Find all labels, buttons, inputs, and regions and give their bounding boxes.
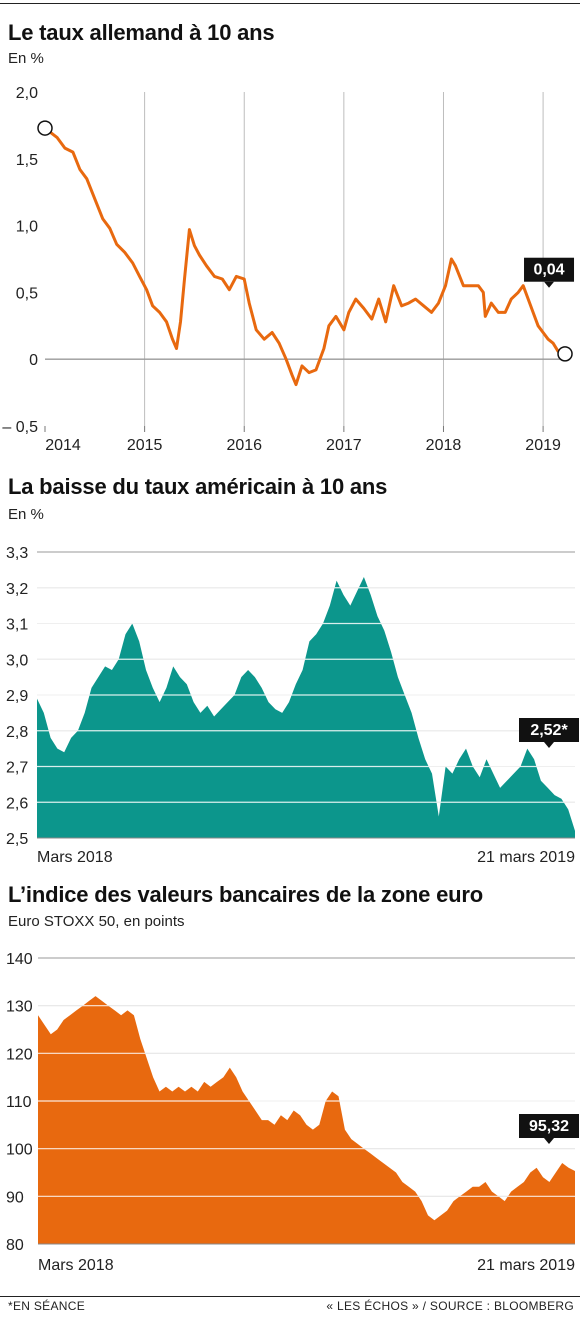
footer-rule	[0, 1296, 580, 1297]
y-tick-label: 1,5	[16, 152, 38, 169]
end-marker	[557, 346, 573, 362]
bank-y-tick-label: 120	[6, 1046, 33, 1063]
bank-area	[38, 996, 575, 1244]
german-yield-line	[44, 126, 564, 387]
x-tick-label: 2016	[226, 437, 262, 454]
start-marker	[37, 120, 53, 136]
us-callout-label: 2,52*	[530, 722, 568, 739]
us-y-tick-label: 3,3	[6, 545, 28, 562]
us-callout-pointer	[544, 742, 554, 748]
chart2-title: La baisse du taux américain à 10 ans	[8, 474, 388, 499]
german-callout-box	[524, 257, 575, 282]
bank-y-tick-label: 130	[6, 999, 33, 1016]
chart1-title: Le taux allemand à 10 ans	[8, 20, 275, 45]
footer-source: « LES ÉCHOS » / SOURCE : BLOOMBERG	[326, 1299, 574, 1313]
y-tick-label: 0	[29, 352, 38, 369]
us-y-tick-label: 3,1	[6, 617, 28, 634]
german-yield-chart: 2014 2015 2016 2017 2018 2019 2,0 1,5 1,0 0,5 0 – 0…	[2, 85, 575, 454]
us-y-tick-label: 2,6	[6, 795, 28, 812]
top-rule	[0, 3, 580, 4]
y-tick-label: 2,0	[16, 85, 38, 102]
bank-y-tick-label: 90	[6, 1189, 24, 1206]
x-tick-label: 2015	[127, 437, 163, 454]
bank-y-tick-label: 100	[6, 1142, 33, 1159]
chart3-title: L’indice des valeurs bancaires de la zon…	[8, 882, 483, 907]
bank-callout-pointer	[544, 1138, 554, 1144]
us-y-tick-label: 3,2	[6, 581, 28, 598]
y-tick-label: 0,5	[16, 285, 38, 302]
us-y-tick-label: 3,0	[6, 652, 28, 669]
bank-x-start-label: Mars 2018	[38, 1257, 114, 1274]
us-yield-chart: 3,3 3,2 3,1 3,0 2,9 2,8 2,7 2,6 2,5 Mars 2018 21 m…	[6, 545, 579, 866]
bank-index-chart: 140 130 120 110 100 90 80 Mars 2018 21 mars 2019…	[6, 951, 579, 1274]
bank-callout-label: 95,32	[529, 1118, 569, 1135]
us-callout-box	[519, 718, 579, 742]
us-y-tick-label: 2,5	[6, 831, 28, 848]
bank-y-tick-label: 110	[6, 1094, 32, 1111]
x-tick-label: 2018	[426, 437, 462, 454]
y-tick-label: – 0,5	[2, 419, 38, 436]
y-tick-label: 1,0	[16, 219, 38, 236]
us-area	[37, 577, 575, 838]
chart1-subtitle: En %	[8, 50, 44, 67]
us-y-tick-label: 2,7	[6, 760, 28, 777]
bank-y-tick-label: 140	[6, 951, 33, 968]
german-callout-label: 0,04	[533, 262, 564, 279]
chart2-subtitle: En %	[8, 506, 44, 523]
bank-y-tick-label: 80	[6, 1237, 24, 1254]
chart3-subtitle: Euro STOXX 50, en points	[8, 913, 185, 930]
us-y-tick-label: 2,8	[6, 724, 28, 741]
x-tick-label: 2019	[525, 437, 561, 454]
x-tick-label: 2017	[326, 437, 362, 454]
german-callout-pointer	[544, 281, 555, 288]
x-tick-label: 2014	[45, 437, 81, 454]
us-x-start-label: Mars 2018	[37, 849, 113, 866]
footer-note: *EN SÉANCE	[8, 1299, 86, 1313]
us-x-end-label: 21 mars 2019	[477, 849, 575, 866]
bank-x-end-label: 21 mars 2019	[477, 1257, 575, 1274]
bank-callout-box	[519, 1114, 579, 1138]
us-y-tick-label: 2,9	[6, 688, 28, 705]
